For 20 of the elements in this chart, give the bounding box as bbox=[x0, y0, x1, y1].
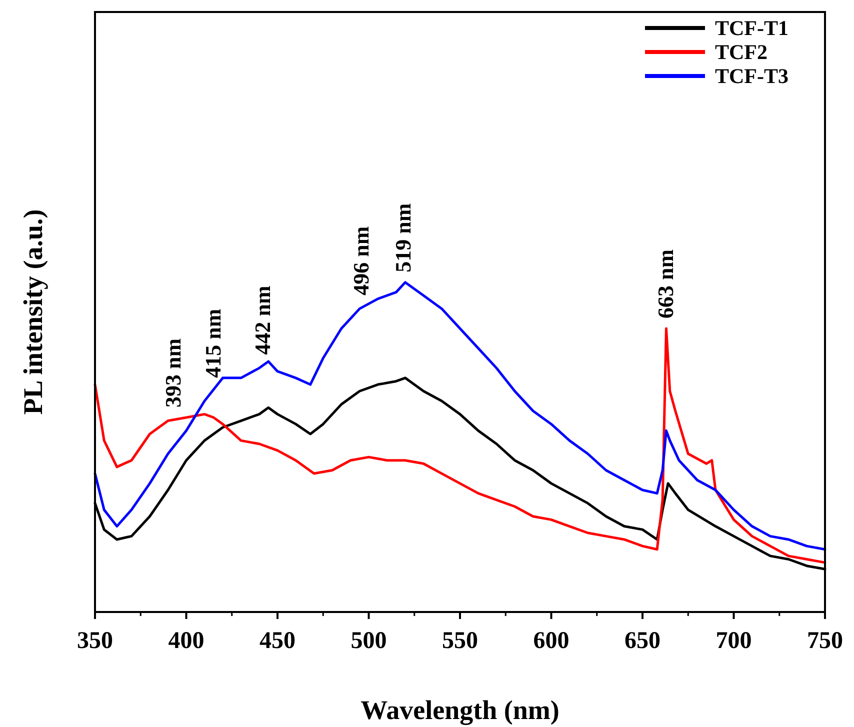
legend-label: TCF-T1 bbox=[715, 16, 788, 40]
x-tick-label: 450 bbox=[260, 628, 296, 654]
legend-label: TCF2 bbox=[715, 40, 768, 64]
annotation: 663 nm bbox=[653, 249, 678, 318]
annotation: 519 nm bbox=[390, 203, 416, 272]
annotation: 415 nm bbox=[200, 308, 226, 378]
x-tick-label: 750 bbox=[807, 628, 843, 654]
x-tick-label: 650 bbox=[624, 628, 660, 654]
x-tick-label: 600 bbox=[533, 628, 570, 654]
x-tick-label: 350 bbox=[77, 628, 113, 654]
legend-label: TCF-T3 bbox=[715, 64, 788, 88]
x-tick-label: 500 bbox=[350, 628, 387, 654]
annotation: 496 nm bbox=[348, 226, 374, 296]
x-axis-title: Wavelength (nm) bbox=[360, 695, 560, 725]
x-tick-label: 700 bbox=[716, 628, 752, 654]
annotation: 442 nm bbox=[250, 286, 275, 355]
x-tick-label: 400 bbox=[168, 628, 204, 654]
annotation: 393 nm bbox=[160, 338, 186, 408]
y-axis-title: PL intensity (a.u.) bbox=[18, 209, 48, 415]
x-tick-label: 550 bbox=[442, 628, 478, 654]
